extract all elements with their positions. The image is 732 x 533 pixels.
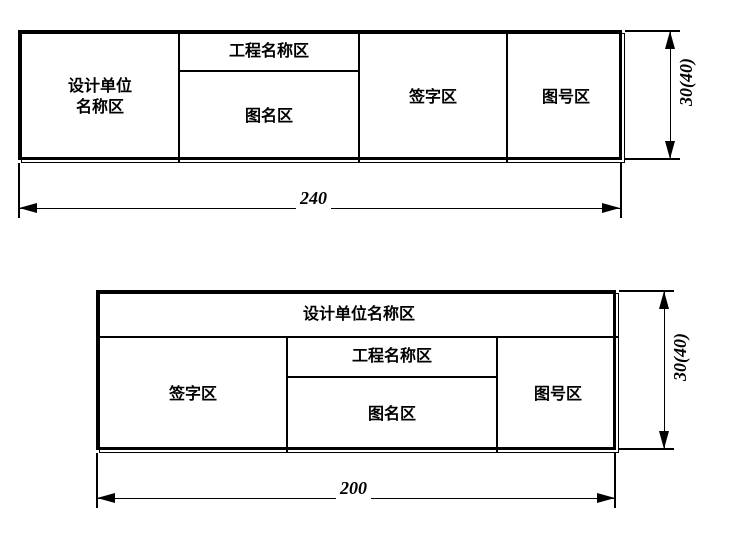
drawing-name-zone: 图名区: [179, 71, 359, 163]
signature-zone: 签字区: [99, 337, 287, 453]
title-block-diagram-1: 设计单位 名称区 工程名称区 图名区 签字区 图号区: [18, 30, 622, 160]
drawing-name-zone: 图名区: [287, 377, 497, 453]
dimension-height-value: 30(40): [676, 58, 697, 106]
project-name-zone: 工程名称区: [287, 337, 497, 377]
dimension-height-value: 30(40): [670, 333, 691, 381]
design-unit-zone: 设计单位名称区: [99, 293, 619, 337]
design-unit-zone: 设计单位 名称区: [21, 33, 179, 163]
dimension-width-value: 240: [296, 188, 331, 209]
arrow-icon: [659, 431, 669, 449]
drawing-number-zone: 图号区: [497, 337, 619, 453]
arrow-icon: [19, 203, 37, 213]
title-block-diagram-2: 设计单位名称区 签字区 工程名称区 图名区 图号区: [96, 290, 616, 450]
arrow-icon: [597, 493, 615, 503]
arrow-icon: [602, 203, 620, 213]
arrow-icon: [665, 141, 675, 159]
arrow-icon: [665, 31, 675, 49]
drawing-number-zone: 图号区: [507, 33, 625, 163]
signature-zone: 签字区: [359, 33, 507, 163]
arrow-icon: [659, 291, 669, 309]
arrow-icon: [97, 493, 115, 503]
extension-line: [620, 163, 622, 218]
dimension-width-value: 200: [336, 478, 371, 499]
project-name-zone: 工程名称区: [179, 33, 359, 71]
dimension-line-height: [664, 290, 665, 450]
